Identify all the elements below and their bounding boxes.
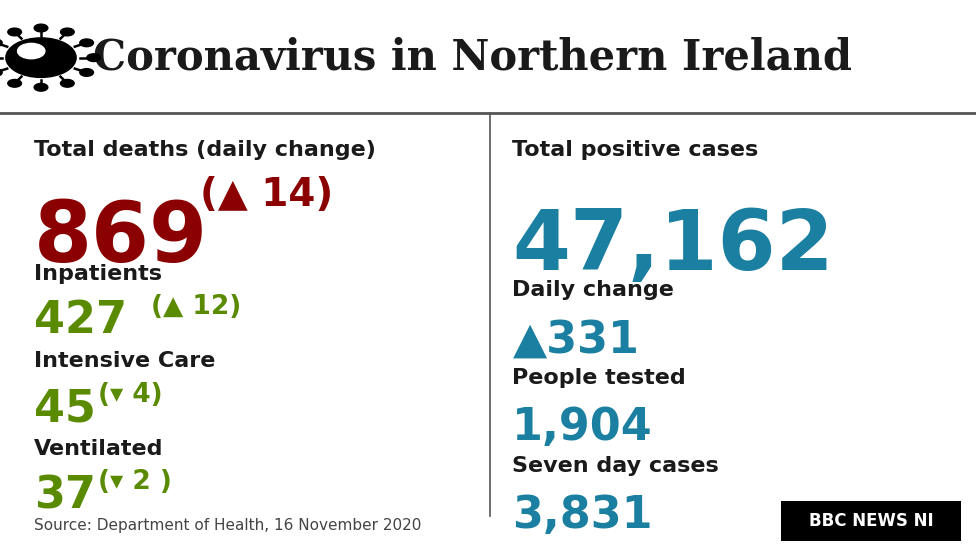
Circle shape — [61, 80, 74, 87]
Text: (▲ 14): (▲ 14) — [200, 176, 334, 214]
Text: Total deaths (daily change): Total deaths (daily change) — [34, 140, 376, 160]
Text: Source: Department of Health, 16 November 2020: Source: Department of Health, 16 Novembe… — [34, 518, 422, 533]
Text: 47,162: 47,162 — [512, 206, 834, 287]
Circle shape — [34, 24, 48, 32]
Text: (▲ 12): (▲ 12) — [151, 294, 241, 320]
Circle shape — [0, 39, 2, 47]
Text: 869: 869 — [34, 198, 208, 279]
Circle shape — [6, 38, 76, 77]
Text: (▾ 4): (▾ 4) — [98, 382, 162, 407]
Circle shape — [80, 39, 94, 47]
Text: 3,831: 3,831 — [512, 494, 653, 537]
Text: ▲331: ▲331 — [512, 318, 639, 361]
Circle shape — [0, 69, 2, 76]
Text: Seven day cases: Seven day cases — [512, 456, 719, 475]
Circle shape — [8, 80, 21, 87]
Circle shape — [8, 28, 21, 36]
Text: Total positive cases: Total positive cases — [512, 140, 758, 160]
Text: 1,904: 1,904 — [512, 406, 653, 449]
Text: (▾ 2 ): (▾ 2 ) — [98, 469, 172, 495]
Bar — [781, 501, 961, 541]
Text: Inpatients: Inpatients — [34, 264, 162, 283]
Text: People tested: People tested — [512, 368, 686, 388]
Text: 37: 37 — [34, 475, 96, 518]
Circle shape — [34, 83, 48, 91]
Text: Coronavirus in Northern Ireland: Coronavirus in Northern Ireland — [93, 37, 852, 79]
Text: 45: 45 — [34, 387, 96, 430]
Text: 427: 427 — [34, 299, 127, 342]
Circle shape — [87, 54, 101, 61]
Text: BBC NEWS NI: BBC NEWS NI — [809, 512, 933, 530]
Circle shape — [18, 43, 45, 59]
Text: Intensive Care: Intensive Care — [34, 351, 216, 371]
Text: Daily change: Daily change — [512, 280, 674, 300]
Text: Ventilated: Ventilated — [34, 439, 164, 459]
Circle shape — [80, 69, 94, 76]
Circle shape — [61, 28, 74, 36]
